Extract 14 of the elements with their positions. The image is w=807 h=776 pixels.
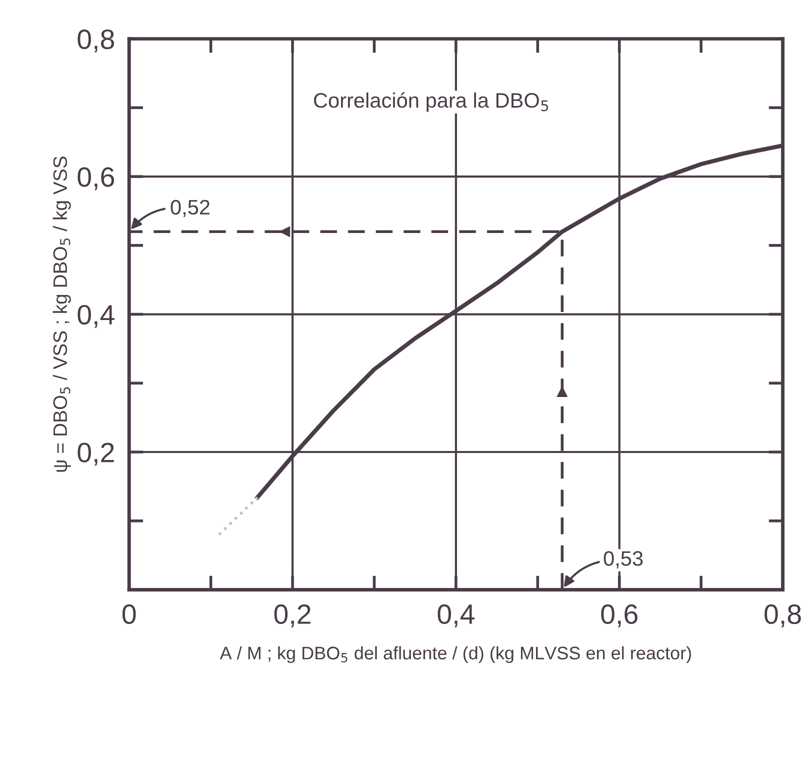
annotation: 0,52 — [170, 200, 210, 218]
x-axis-title: A / M ; kg DBO$_{5}$ del afluente / (d) (kg MLVSS en el reactor) — [220, 646, 691, 664]
annotation: Correlación para la DBO$_{5}$ — [314, 92, 548, 112]
y-tick-label: 0,8 — [78, 29, 114, 52]
x-tick-label: 0,8 — [764, 604, 801, 628]
x-tick-label: 0 — [122, 604, 136, 624]
y-tick-label: 0,2 — [78, 442, 114, 466]
x-tick-label: 0,2 — [274, 604, 310, 628]
annotation: 0,53 — [604, 551, 643, 568]
y-tick-label: 0,4 — [78, 304, 114, 328]
y-axis-title: ψ = DBO$_{5}$ / VSS ; kg DBO$_{5}$ / kg VSS — [52, 156, 71, 472]
y-tick-label: 0,6 — [78, 167, 114, 190]
x-tick-label: 0,6 — [601, 604, 638, 628]
x-tick-label: 0,4 — [438, 604, 474, 628]
